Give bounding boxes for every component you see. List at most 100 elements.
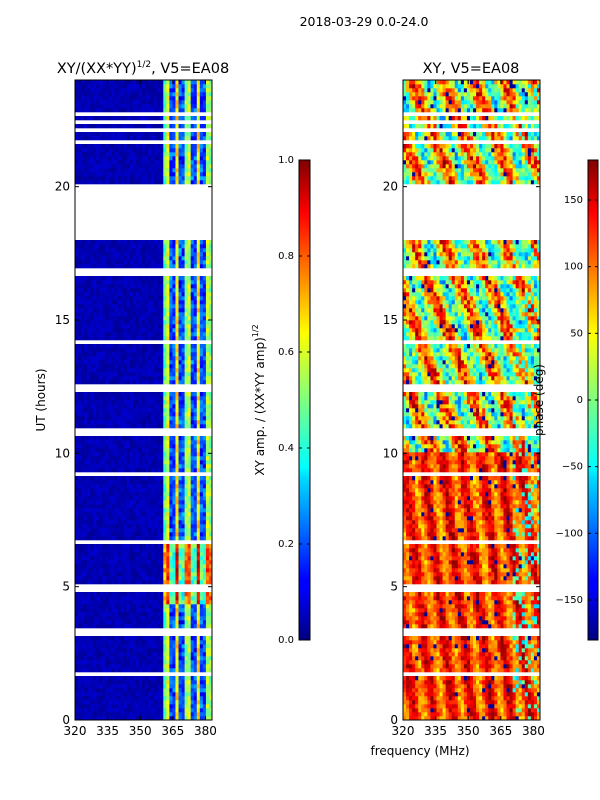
heatmap-cell xyxy=(99,492,103,497)
heatmap-cell xyxy=(135,524,140,529)
heatmap-cell xyxy=(141,712,146,717)
heatmap-cell xyxy=(126,164,131,169)
heatmap-cell xyxy=(105,660,109,665)
heatmap-cell xyxy=(163,624,167,629)
heatmap-cell xyxy=(151,408,155,413)
heatmap-cell xyxy=(157,656,161,661)
heatmap-cell xyxy=(129,556,134,561)
heatmap-cell xyxy=(199,396,204,401)
heatmap-cell xyxy=(123,504,128,509)
heatmap-cell xyxy=(193,448,198,453)
heatmap-cell xyxy=(190,680,195,685)
heatmap-cell xyxy=(129,244,134,249)
heatmap-cell xyxy=(148,460,152,465)
heatmap-cell xyxy=(138,440,143,445)
heatmap-cell xyxy=(163,576,167,581)
heatmap-cell xyxy=(145,516,149,521)
heatmap-cell xyxy=(90,372,94,377)
heatmap-cell xyxy=(81,504,85,509)
heatmap-cell xyxy=(93,392,97,397)
heatmap-cell xyxy=(90,568,94,573)
heatmap-cell xyxy=(99,284,103,289)
heatmap-cell xyxy=(126,544,131,549)
heatmap-cell xyxy=(81,552,85,557)
heatmap-cell xyxy=(163,692,167,697)
heatmap-cell xyxy=(169,304,173,309)
heatmap-cell xyxy=(148,556,152,561)
heatmap-cell xyxy=(205,644,210,649)
heatmap-cell xyxy=(166,420,170,425)
heatmap-cell xyxy=(135,392,140,397)
heatmap-cell xyxy=(202,448,207,453)
heatmap-cell xyxy=(114,248,119,253)
heatmap-cell xyxy=(205,320,210,325)
heatmap-cell xyxy=(175,288,179,293)
heatmap-cell xyxy=(175,240,179,245)
heatmap-cell xyxy=(93,468,97,473)
heatmap-cell xyxy=(132,504,137,509)
heatmap-cell xyxy=(138,500,143,505)
heatmap-cell xyxy=(181,552,185,557)
heatmap-cell xyxy=(120,400,125,405)
heatmap-cell xyxy=(102,492,106,497)
heatmap-cell xyxy=(120,252,125,257)
heatmap-cell xyxy=(117,712,122,717)
heatmap-cell xyxy=(78,640,82,645)
heatmap-cell xyxy=(99,556,103,561)
heatmap-cell xyxy=(129,396,134,401)
heatmap-cell xyxy=(160,704,164,709)
heatmap-cell xyxy=(202,276,207,281)
heatmap-cell xyxy=(93,352,97,357)
heatmap-cell xyxy=(123,376,128,381)
heatmap-cell xyxy=(87,516,91,521)
heatmap-cell xyxy=(178,344,182,349)
heatmap-cell xyxy=(90,164,94,169)
heatmap-cell xyxy=(114,284,119,289)
heatmap-cell xyxy=(151,716,155,720)
heatmap-cell xyxy=(108,668,112,673)
heatmap-cell xyxy=(87,560,91,565)
heatmap-cell xyxy=(75,372,79,377)
heatmap-cell xyxy=(172,552,176,557)
heatmap-cell xyxy=(178,716,182,720)
heatmap-cell xyxy=(105,240,109,245)
heatmap-cell xyxy=(138,316,143,321)
heatmap-cell xyxy=(175,332,179,337)
heatmap-cell xyxy=(145,424,149,429)
heatmap-cell xyxy=(175,612,179,617)
heatmap-cell xyxy=(141,552,146,557)
heatmap-cell xyxy=(90,556,94,561)
heatmap-cell xyxy=(99,592,103,597)
heatmap-cell xyxy=(87,332,91,337)
heatmap-cell xyxy=(108,280,112,285)
heatmap-cell xyxy=(132,300,137,305)
heatmap-cell xyxy=(132,296,137,301)
heatmap-cell xyxy=(93,292,97,297)
heatmap-cell xyxy=(163,676,167,681)
heatmap-cell xyxy=(135,508,140,513)
heatmap-cell xyxy=(181,408,185,413)
heatmap-cell xyxy=(117,356,122,361)
heatmap-cell xyxy=(108,640,112,645)
heatmap-cell xyxy=(105,400,109,405)
heatmap-cell xyxy=(163,656,167,661)
heatmap-cell xyxy=(160,484,164,489)
heatmap-cell xyxy=(157,252,161,257)
heatmap-cell xyxy=(105,168,109,173)
heatmap-cell xyxy=(145,616,149,621)
heatmap-cell xyxy=(160,452,164,457)
heatmap-cell xyxy=(172,696,176,701)
heatmap-cell xyxy=(163,664,167,669)
heatmap-cell xyxy=(178,676,182,681)
heatmap-cell xyxy=(202,512,207,517)
heatmap-cell xyxy=(175,568,179,573)
heatmap-cell xyxy=(117,468,122,473)
heatmap-cell xyxy=(169,456,173,461)
heatmap-cell xyxy=(84,512,88,517)
heatmap-cell xyxy=(148,504,152,509)
heatmap-cell xyxy=(163,488,167,493)
heatmap-cell xyxy=(123,596,128,601)
heatmap-cell xyxy=(102,564,106,569)
heatmap-cell xyxy=(148,692,152,697)
heatmap-cell xyxy=(141,592,146,597)
